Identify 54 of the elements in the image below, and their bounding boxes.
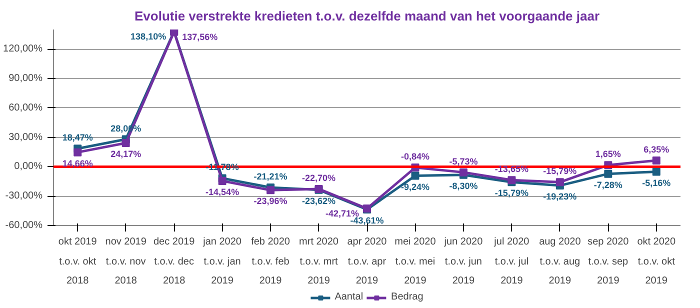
category-label: sep 2020 t.o.v. sep 2019 bbox=[588, 236, 629, 286]
data-label: -9,24% bbox=[400, 182, 430, 192]
data-label: 1,65% bbox=[595, 149, 621, 160]
legend-label: Aantal bbox=[334, 292, 364, 302]
category-label: mei 2020 t.o.v. mei 2019 bbox=[394, 236, 436, 286]
category-label: mrt 2020 t.o.v. mrt 2019 bbox=[299, 236, 339, 286]
point bbox=[556, 178, 564, 186]
data-label: -5,16% bbox=[642, 178, 671, 188]
data-label: -15,79% bbox=[543, 166, 577, 176]
point bbox=[74, 148, 82, 156]
point bbox=[122, 139, 130, 148]
y-tick-label: 0,00% bbox=[14, 161, 43, 172]
category-label: apr 2020 t.o.v. apr 2019 bbox=[347, 236, 387, 286]
category-label: okt 2020 t.o.v. okt 2019 bbox=[637, 236, 676, 286]
y-tick-label: 120,00% bbox=[3, 44, 43, 55]
data-label: 137,56% bbox=[182, 32, 218, 42]
y-tick-label: 60,00% bbox=[8, 102, 43, 114]
data-label: -14,54% bbox=[206, 186, 240, 197]
data-label: -19,23% bbox=[543, 192, 577, 202]
data-label: -15,79% bbox=[494, 188, 528, 198]
data-label: -22,70% bbox=[302, 172, 336, 183]
data-label: 18,47% bbox=[62, 132, 93, 143]
data-label: -23,96% bbox=[254, 196, 288, 206]
data-label: -11,78% bbox=[206, 162, 239, 172]
legend-label: Bedrag bbox=[391, 292, 424, 302]
data-label: -21,21% bbox=[254, 171, 288, 182]
point bbox=[411, 172, 420, 180]
category-label: jul 2020 t.o.v. jul 2019 bbox=[494, 236, 530, 286]
data-label: -5,73% bbox=[449, 156, 478, 166]
category-label: feb 2020 t.o.v. feb 2019 bbox=[251, 236, 290, 286]
data-label: -8,30% bbox=[449, 180, 478, 191]
data-label: -0,84% bbox=[400, 152, 430, 162]
category-label: jun 2020 t.o.v. jun 2019 bbox=[444, 236, 483, 286]
point bbox=[652, 156, 660, 164]
y-tick-label: 30,00% bbox=[8, 132, 43, 143]
chart-title: Evolutie verstrekte kredieten t.o.v. dezelfde maand van het voorgaande jaar bbox=[134, 8, 600, 24]
point bbox=[218, 176, 226, 185]
y-tick-label: -60,00% bbox=[5, 220, 43, 231]
category-label: aug 2020 t.o.v. aug 2019 bbox=[539, 236, 581, 286]
point bbox=[652, 168, 660, 176]
point bbox=[604, 170, 612, 178]
category-label: dec 2019 t.o.v. dec 2018 bbox=[154, 236, 195, 286]
y-tick-label: -30,00% bbox=[5, 190, 43, 202]
point bbox=[266, 186, 275, 194]
category-label: nov 2019 t.o.v. nov 2018 bbox=[105, 236, 146, 286]
data-label: -7,28% bbox=[594, 180, 622, 190]
y-tick-label: 90,00% bbox=[8, 73, 43, 84]
category-label: jan 2020 t.o.v. jan 2019 bbox=[203, 236, 242, 286]
data-label: 24,17% bbox=[110, 149, 142, 160]
data-label: 6,35% bbox=[644, 144, 670, 154]
point bbox=[459, 168, 468, 176]
category-label: okt 2019 t.o.v. okt 2018 bbox=[58, 236, 97, 286]
data-label: 138,10% bbox=[130, 31, 166, 42]
data-label: -23,62% bbox=[302, 196, 336, 206]
